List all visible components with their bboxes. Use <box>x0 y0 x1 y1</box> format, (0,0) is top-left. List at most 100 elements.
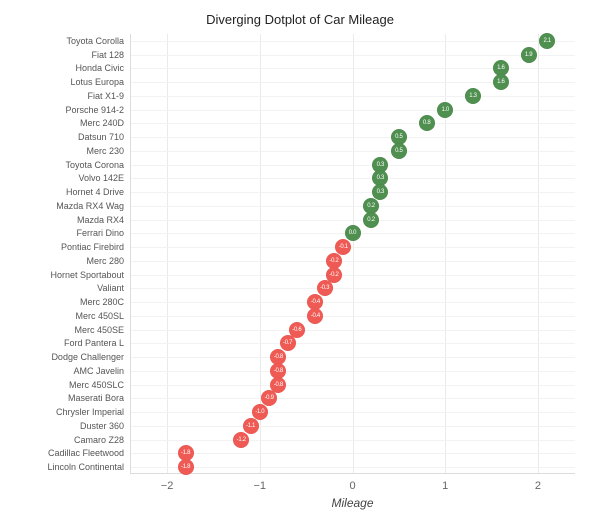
gridline-vertical <box>167 34 168 474</box>
chart-title: Diverging Dotplot of Car Mileage <box>0 12 600 27</box>
gridline-horizontal <box>130 247 575 248</box>
y-tick-label: AMC Javelin <box>73 366 130 376</box>
gridline-horizontal <box>130 137 575 138</box>
x-tick-label: −2 <box>161 480 174 492</box>
gridline-horizontal <box>130 178 575 179</box>
data-point: -0.4 <box>307 308 323 324</box>
data-point-label: -1.8 <box>181 464 190 470</box>
y-tick-label: Toyota Corona <box>65 160 130 170</box>
y-tick-label: Merc 280 <box>86 256 130 266</box>
gridline-horizontal <box>130 440 575 441</box>
y-tick-label: Honda Civic <box>75 63 130 73</box>
data-point: 2.1 <box>539 33 555 49</box>
y-tick-label: Hornet Sportabout <box>50 270 130 280</box>
gridline-horizontal <box>130 412 575 413</box>
gridline-horizontal <box>130 110 575 111</box>
y-tick-label: Merc 450SE <box>74 325 130 335</box>
gridline-vertical <box>445 34 446 474</box>
y-tick-label: Valiant <box>97 283 130 293</box>
gridline-horizontal <box>130 302 575 303</box>
data-point-label: -0.2 <box>329 258 338 264</box>
gridline-horizontal <box>130 192 575 193</box>
y-tick-label: Camaro Z28 <box>74 435 130 445</box>
data-point-label: 1.6 <box>497 65 504 71</box>
y-tick-label: Fiat 128 <box>91 50 130 60</box>
data-point-label: -1.1 <box>246 423 255 429</box>
data-point-label: 1.0 <box>441 107 448 113</box>
y-tick-label: Dodge Challenger <box>51 352 130 362</box>
gridline-horizontal <box>130 96 575 97</box>
gridline-horizontal <box>130 467 575 468</box>
y-tick-label: Toyota Corolla <box>66 36 130 46</box>
y-tick-label: Duster 360 <box>80 421 130 431</box>
x-tick-label: 0 <box>349 480 355 492</box>
data-point-label: 1.3 <box>469 93 476 99</box>
y-tick-label: Cadillac Fleetwood <box>48 448 130 458</box>
gridline-horizontal <box>130 330 575 331</box>
data-point: 0.8 <box>419 115 435 131</box>
data-point-label: -0.6 <box>292 327 301 333</box>
y-tick-label: Merc 240D <box>80 118 130 128</box>
gridline-horizontal <box>130 220 575 221</box>
y-tick-label: Hornet 4 Drive <box>66 187 130 197</box>
x-tick-label: 1 <box>442 480 448 492</box>
data-point-label: -1.2 <box>237 437 246 443</box>
plot-area: −2−1012Toyota Corolla2.1Fiat 1281.9Honda… <box>130 34 575 474</box>
y-tick-label: Chrysler Imperial <box>56 407 130 417</box>
data-point: 1.9 <box>521 47 537 63</box>
gridline-horizontal <box>130 316 575 317</box>
gridline-horizontal <box>130 357 575 358</box>
gridline-vertical <box>538 34 539 474</box>
gridline-horizontal <box>130 206 575 207</box>
gridline-horizontal <box>130 41 575 42</box>
y-tick-label: Fiat X1-9 <box>87 91 130 101</box>
data-point: -1.1 <box>243 418 259 434</box>
y-tick-label: Porsche 914-2 <box>65 105 130 115</box>
data-point-label: -1.8 <box>181 450 190 456</box>
gridline-horizontal <box>130 385 575 386</box>
data-point: -0.2 <box>326 267 342 283</box>
data-point: -1.2 <box>233 432 249 448</box>
data-point-label: 1.9 <box>525 52 532 58</box>
gridline-horizontal <box>130 165 575 166</box>
y-tick-label: Lotus Europa <box>70 77 130 87</box>
data-point-label: 0.8 <box>423 120 430 126</box>
data-point: -1.0 <box>252 404 268 420</box>
y-tick-label: Datsun 710 <box>78 132 130 142</box>
data-point-label: -0.8 <box>274 382 283 388</box>
x-tick-label: −1 <box>254 480 267 492</box>
data-point-label: 0.5 <box>395 134 402 140</box>
data-point-label: -0.4 <box>311 313 320 319</box>
gridline-horizontal <box>130 123 575 124</box>
data-point-label: 0.3 <box>377 175 384 181</box>
data-point-label: 2.1 <box>543 38 550 44</box>
gridline-horizontal <box>130 426 575 427</box>
data-point: 0.0 <box>345 225 361 241</box>
data-point: -0.3 <box>317 280 333 296</box>
data-point-label: -0.9 <box>264 395 273 401</box>
gridline-horizontal <box>130 55 575 56</box>
data-point: 1.3 <box>465 88 481 104</box>
y-tick-label: Merc 450SLC <box>69 380 130 390</box>
y-tick-label: Maserati Bora <box>68 393 130 403</box>
y-tick-label: Merc 280C <box>80 297 130 307</box>
x-axis-line <box>130 473 575 474</box>
data-point-label: 0.2 <box>367 217 374 223</box>
data-point: -0.1 <box>335 239 351 255</box>
data-point-label: 0.3 <box>377 189 384 195</box>
data-point-label: -1.0 <box>255 409 264 415</box>
x-axis-label: Mileage <box>331 496 373 510</box>
data-point-label: 0.3 <box>377 162 384 168</box>
gridline-horizontal <box>130 453 575 454</box>
gridline-horizontal <box>130 275 575 276</box>
y-tick-label: Pontiac Firebird <box>61 242 130 252</box>
data-point-label: -0.7 <box>283 340 292 346</box>
y-tick-label: Mazda RX4 Wag <box>56 201 130 211</box>
data-point-label: 0.5 <box>395 148 402 154</box>
data-point-label: -0.8 <box>274 354 283 360</box>
data-point-label: -0.1 <box>339 244 348 250</box>
y-axis-line <box>130 34 131 474</box>
data-point-label: 0.0 <box>349 230 356 236</box>
gridline-horizontal <box>130 343 575 344</box>
gridline-horizontal <box>130 261 575 262</box>
